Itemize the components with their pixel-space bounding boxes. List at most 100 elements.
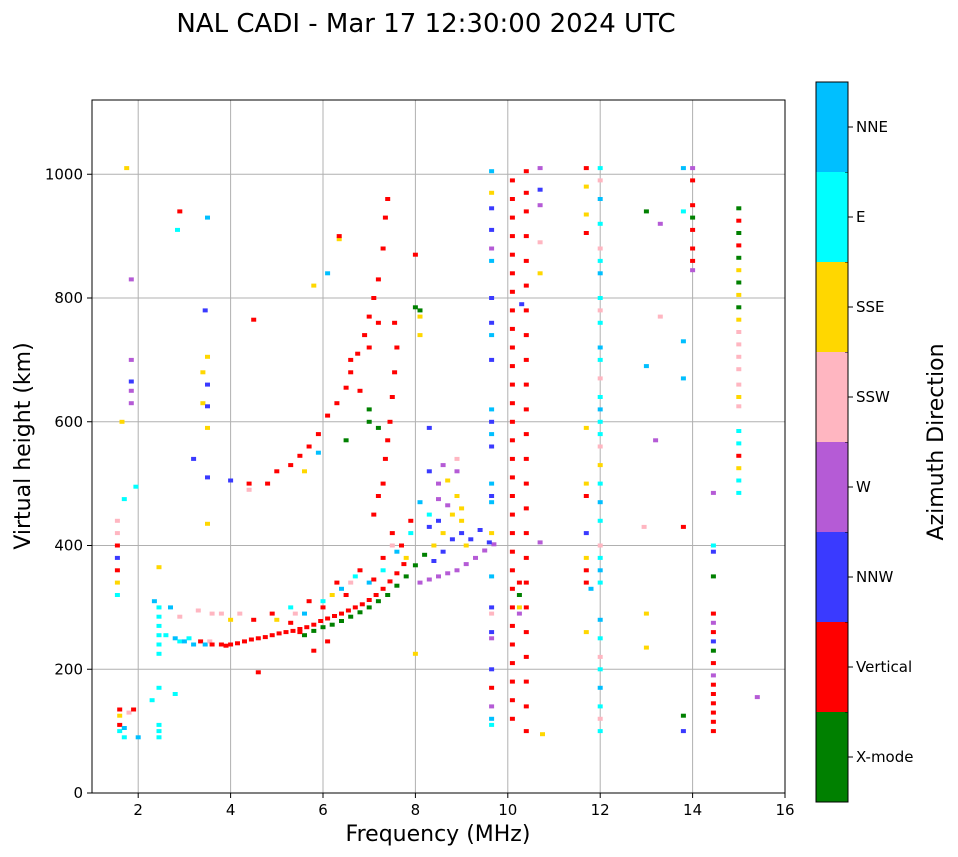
ionogram-echo-point xyxy=(336,234,342,239)
ionogram-echo-point xyxy=(491,542,497,547)
ionogram-echo-point xyxy=(156,735,162,740)
ionogram-echo-point xyxy=(516,580,522,585)
ionogram-echo-point xyxy=(336,237,342,242)
ionogram-echo-point xyxy=(523,481,529,486)
ionogram-echo-point xyxy=(156,729,162,734)
ionogram-echo-point xyxy=(315,432,321,437)
ionogram-echo-point xyxy=(523,407,529,412)
ionogram-echo-point xyxy=(382,215,388,220)
ionogram-echo-point xyxy=(710,661,716,666)
ionogram-echo-point xyxy=(680,713,686,718)
ionogram-echo-point xyxy=(736,243,742,248)
ionogram-echo-point xyxy=(412,651,418,656)
ionogram-echo-point xyxy=(133,484,139,489)
ionogram-echo-point xyxy=(422,552,428,557)
ionogram-echo-point xyxy=(172,692,178,696)
ionogram-echo-point xyxy=(509,197,515,201)
ionogram-echo-point xyxy=(523,283,529,288)
ionogram-echo-point xyxy=(320,599,326,604)
ionogram-echo-point xyxy=(117,713,123,718)
ionogram-echo-point xyxy=(119,419,125,424)
ionogram-echo-point xyxy=(597,178,603,183)
ionogram-echo-point xyxy=(348,370,354,375)
ionogram-echo-point xyxy=(736,330,742,334)
ionogram-echo-point xyxy=(489,667,495,672)
ionogram-echo-point xyxy=(509,568,515,573)
ionogram-echo-point xyxy=(366,580,372,585)
ionogram-echo-point xyxy=(117,707,123,712)
ionogram-echo-point xyxy=(710,710,716,715)
ionogram-echo-point xyxy=(489,685,495,690)
ionogram-echo-point xyxy=(736,206,742,211)
ionogram-echo-point xyxy=(736,441,742,446)
ionogram-echo-point xyxy=(269,633,275,638)
ionogram-echo-point xyxy=(325,271,331,276)
ionogram-echo-point xyxy=(177,209,183,214)
ionogram-echo-point xyxy=(736,382,742,387)
ionogram-echo-point xyxy=(412,563,418,568)
ionogram-echo-point xyxy=(246,487,252,492)
ionogram-echo-point xyxy=(348,580,354,585)
ionogram-echo-point xyxy=(597,258,603,263)
ionogram-echo-point xyxy=(736,305,742,310)
ionogram-echo-point xyxy=(597,654,603,659)
ionogram-echo-point xyxy=(519,302,525,307)
ionogram-echo-point xyxy=(228,642,234,647)
colorbar-segment xyxy=(816,352,848,442)
ionogram-echo-point xyxy=(597,419,603,424)
ionogram-echo-point xyxy=(426,577,432,582)
ionogram-echo-point xyxy=(128,388,134,393)
ionogram-echo-point xyxy=(509,698,515,703)
ionogram-echo-point xyxy=(523,605,529,610)
ionogram-echo-point xyxy=(248,637,254,642)
ionogram-echo-point xyxy=(392,320,398,325)
ionogram-echo-point xyxy=(680,524,686,529)
plot-frame xyxy=(91,99,786,794)
ionogram-echo-point xyxy=(156,633,162,638)
ionogram-echo-point xyxy=(352,574,358,579)
ionogram-echo-point xyxy=(597,636,603,641)
ionogram-echo-point xyxy=(486,540,492,545)
ionogram-echo-point xyxy=(124,166,130,171)
ionogram-echo-point xyxy=(205,215,210,220)
ionogram-echo-point xyxy=(371,577,377,582)
ionogram-echo-point xyxy=(583,568,589,573)
ionogram-echo-point xyxy=(597,716,603,721)
ionogram-echo-point xyxy=(389,395,395,399)
ionogram-echo-point xyxy=(643,209,649,214)
ionogram-echo-point xyxy=(202,642,208,647)
ionogram-echo-point xyxy=(436,481,441,486)
ionogram-echo-point xyxy=(251,317,257,322)
ionogram-echo-point xyxy=(597,271,603,276)
colorbar-label: SSW xyxy=(856,388,890,406)
ionogram-echo-point xyxy=(509,586,515,591)
ionogram-echo-point xyxy=(509,401,515,406)
y-tick-label: 800 xyxy=(54,289,83,307)
ionogram-echo-point xyxy=(200,370,206,375)
ionogram-echo-point xyxy=(583,166,589,171)
ionogram-echo-point xyxy=(436,518,441,523)
colorbar-segment xyxy=(816,622,848,712)
ionogram-echo-point xyxy=(302,633,307,638)
ionogram-echo-point xyxy=(690,178,696,183)
x-tick-label: 10 xyxy=(498,801,517,819)
ionogram-echo-point xyxy=(399,543,404,548)
ionogram-echo-point xyxy=(218,642,224,647)
ionogram-echo-point xyxy=(403,574,409,579)
ionogram-echo-point xyxy=(265,481,271,486)
ionogram-echo-point xyxy=(357,388,363,393)
ionogram-echo-point xyxy=(540,732,545,737)
ionogram-echo-point xyxy=(302,611,307,616)
ionogram-echo-point xyxy=(509,456,515,461)
ionogram-echo-point xyxy=(114,543,120,548)
y-axis-label: Virtual height (km) xyxy=(11,342,36,549)
ionogram-echo-point xyxy=(597,568,603,573)
ionogram-echo-point xyxy=(597,320,603,325)
ionogram-echo-point xyxy=(537,203,543,208)
ionogram-echo-point xyxy=(417,500,423,505)
ionogram-echo-point xyxy=(168,605,173,610)
ionogram-echo-point xyxy=(251,617,257,622)
colorbar-segment xyxy=(816,442,848,532)
ionogram-echo-point xyxy=(710,729,716,734)
colorbar-label: NNW xyxy=(856,568,893,586)
